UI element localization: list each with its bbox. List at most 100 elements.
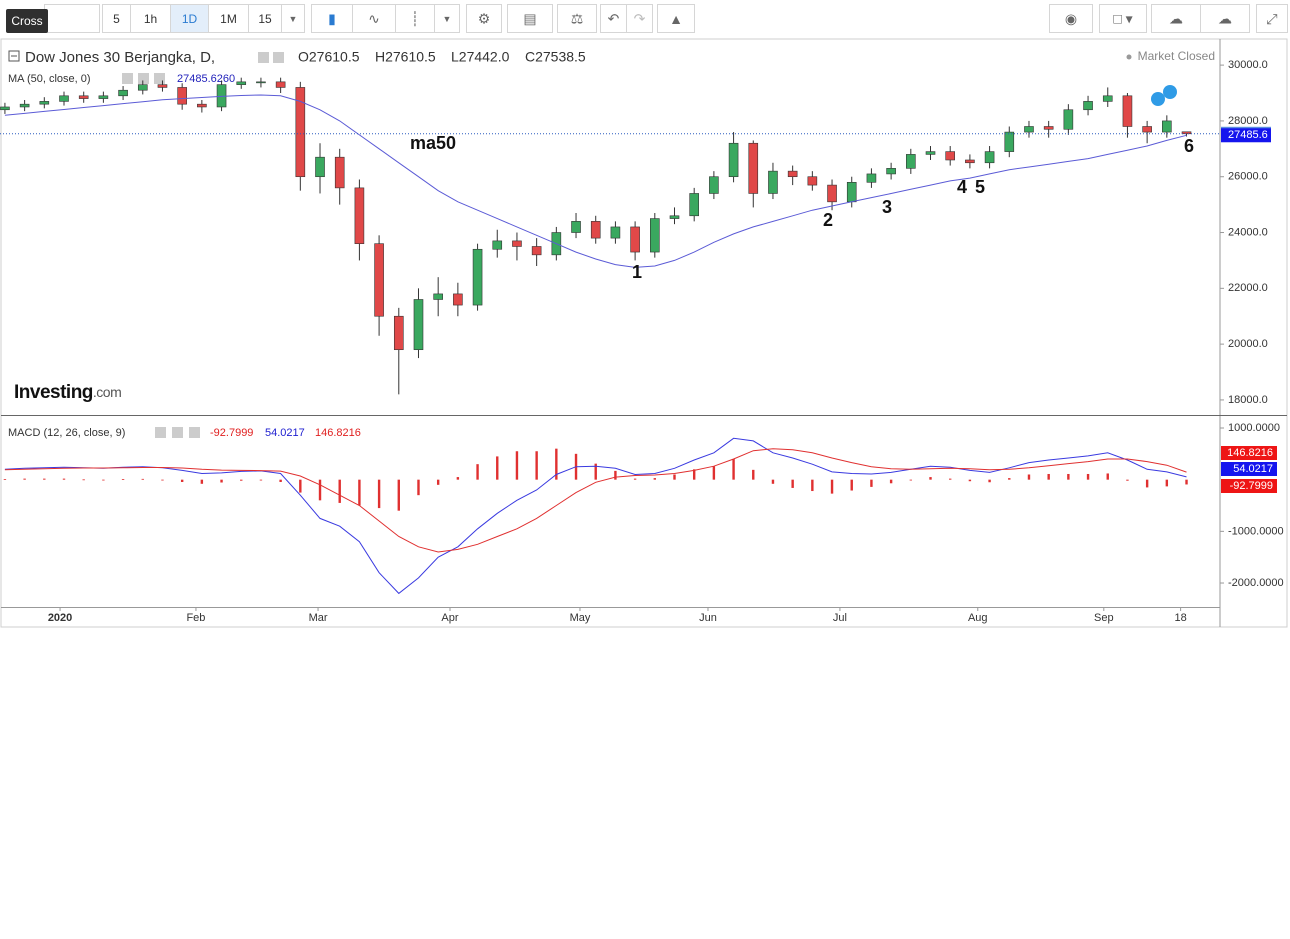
- snapshot-button[interactable]: ◉: [1049, 4, 1093, 33]
- candle-body: [669, 215, 680, 219]
- ma-legend: MA (50, close, 0): [8, 73, 91, 85]
- candle-body: [98, 95, 109, 99]
- color-button[interactable]: □ ▾: [1099, 4, 1147, 33]
- candle-body: [709, 176, 719, 194]
- redo-button[interactable]: ↷: [626, 4, 653, 33]
- watermark-brand: Investing: [14, 382, 93, 403]
- load-button[interactable]: ☁: [1151, 4, 1201, 33]
- symbol-input[interactable]: [44, 4, 100, 33]
- annotation: 2: [823, 210, 833, 230]
- macd-histogram-bar: [43, 478, 46, 480]
- candle-body: [354, 187, 365, 244]
- macd-badge-label: 54.0217: [1233, 463, 1273, 475]
- y-tick-label: 1000.0000: [1228, 422, 1280, 434]
- candle-body: [650, 218, 660, 253]
- macd-histogram-bar: [1126, 479, 1129, 481]
- settings-icon[interactable]: [258, 52, 269, 63]
- interval-button[interactable]: 1D: [170, 4, 209, 33]
- save-button[interactable]: ☁: [1200, 4, 1250, 33]
- x-tick-label: Mar: [309, 612, 328, 624]
- candle-body: [157, 84, 168, 88]
- legend-icon[interactable]: [172, 427, 183, 438]
- macd-histogram-bar: [456, 477, 460, 480]
- macd-line: [4, 448, 1187, 553]
- ma-legend-value: 27485.6260: [177, 73, 235, 85]
- macd-histogram-bar: [949, 478, 952, 480]
- legend-icon[interactable]: [189, 427, 200, 438]
- candle-body: [137, 84, 148, 91]
- macd-histogram-bar: [397, 479, 400, 511]
- macd-histogram-bar: [1165, 479, 1169, 487]
- annotation: 5: [975, 177, 985, 197]
- macd-histogram-bar: [771, 479, 775, 484]
- indicators-button[interactable]: ▤: [507, 4, 553, 33]
- macd-histogram-bar: [318, 479, 322, 501]
- alert-button[interactable]: ▲: [657, 4, 695, 33]
- legend-icon[interactable]: [154, 73, 165, 84]
- candle-body: [433, 293, 443, 300]
- candle-body: [315, 156, 325, 178]
- ma-badge-label: 27485.6: [1228, 129, 1268, 141]
- dropdown[interactable]: ▼: [281, 4, 305, 33]
- macd-histogram-bar: [180, 479, 184, 482]
- interval-button[interactable]: 15: [248, 4, 282, 33]
- candle-body: [984, 151, 995, 164]
- dropdown[interactable]: ▼: [434, 4, 460, 33]
- candle-body: [1004, 131, 1015, 152]
- market-status: Market Closed: [1138, 49, 1215, 63]
- fullscreen-button[interactable]: ⤢: [1256, 4, 1288, 33]
- ohlc-low: L27442.0: [451, 49, 510, 65]
- candle-body: [807, 176, 818, 186]
- macd-histogram-bar: [692, 469, 696, 480]
- status-dot: [1126, 54, 1132, 60]
- candle-body: [945, 151, 956, 161]
- collapse-icon[interactable]: [8, 50, 20, 62]
- bar-icon[interactable]: ┊: [395, 4, 435, 33]
- macd-histogram-bar: [82, 479, 85, 481]
- candle-body: [689, 193, 699, 217]
- interval-button[interactable]: 5: [102, 4, 131, 33]
- macd-histogram-bar: [614, 470, 617, 480]
- macd-badge-label: 146.8216: [1227, 447, 1273, 459]
- candle-body: [1083, 101, 1093, 111]
- annotation: ma50: [410, 133, 456, 153]
- undo-button[interactable]: ↶: [600, 4, 627, 33]
- candle-body: [19, 103, 30, 108]
- macd-histogram-bar: [220, 479, 223, 483]
- candle-body: [472, 248, 483, 306]
- candle-body: [906, 154, 916, 169]
- macd-histogram-bar: [1106, 473, 1109, 480]
- macd-legend-signal: 146.8216: [315, 427, 361, 439]
- legend-icon[interactable]: [155, 427, 166, 438]
- candle-icon[interactable]: ▮: [311, 4, 353, 33]
- line-icon[interactable]: ∿: [352, 4, 396, 33]
- event-marker: [1163, 85, 1177, 99]
- macd-histogram-bar: [1047, 473, 1050, 480]
- candle-body: [295, 87, 306, 178]
- candle-body: [531, 246, 542, 256]
- macd-histogram-bar: [1008, 478, 1011, 480]
- ma-badge: [1221, 128, 1271, 143]
- candle-body: [177, 87, 187, 105]
- compare-button[interactable]: ⚖: [557, 4, 597, 33]
- candle-body: [1024, 126, 1034, 133]
- macd-histogram-bar: [791, 479, 794, 488]
- macd-histogram-bar: [850, 479, 853, 491]
- legend-icon[interactable]: [122, 73, 133, 84]
- candle-body: [965, 159, 975, 164]
- settings-button[interactable]: ⚙: [466, 4, 502, 33]
- event-marker: [1151, 92, 1165, 106]
- candle-body: [846, 181, 857, 203]
- macd-histogram-bar: [1027, 474, 1031, 480]
- candle-body: [1142, 126, 1152, 133]
- interval-button[interactable]: 1M: [208, 4, 249, 33]
- settings-icon[interactable]: [273, 52, 284, 63]
- watermark-suffix: .com: [93, 384, 121, 400]
- macd-histogram-bar: [417, 479, 420, 496]
- macd-histogram-bar: [870, 479, 873, 487]
- tooltip: Cross: [6, 9, 48, 33]
- legend-icon[interactable]: [138, 73, 149, 84]
- interval-button[interactable]: 1h: [130, 4, 171, 33]
- macd-histogram-bar: [515, 451, 519, 480]
- candle-body: [787, 170, 798, 178]
